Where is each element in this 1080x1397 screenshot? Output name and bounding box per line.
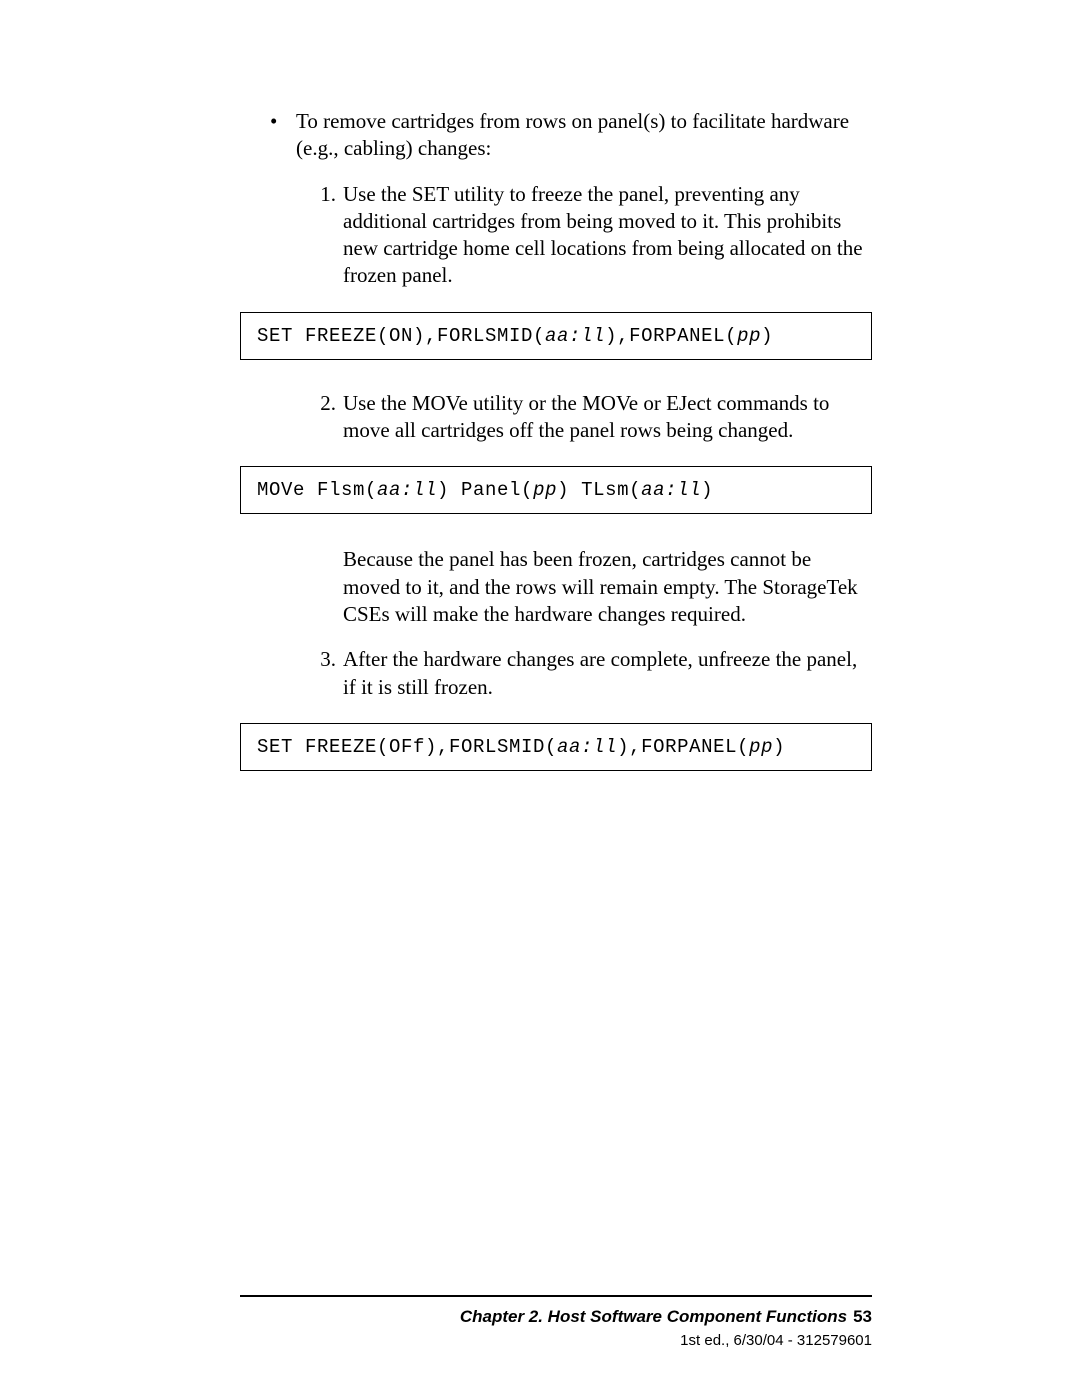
bullet-item: • To remove cartridges from rows on pane… [270,108,872,163]
step-2: 2. Use the MOVe utility or the MOVe or E… [310,390,872,445]
code-text: ) Panel( [437,479,533,501]
code-param: aa:ll [545,325,605,347]
step-number: 3. [310,646,343,673]
code-text: ) TLsm( [557,479,641,501]
step-number: 2. [310,390,343,417]
step-text: After the hardware changes are complete,… [343,646,872,701]
code-text: MOVe Flsm( [257,479,377,501]
code-text: ),FORPANEL( [617,736,749,758]
step-3: 3. After the hardware changes are comple… [310,646,872,701]
paragraph: Because the panel has been frozen, cartr… [343,546,872,628]
code-text: ) [701,479,713,501]
footer-rule [240,1295,872,1297]
code-text: SET FREEZE(ON),FORLSMID( [257,325,545,347]
step-number: 1. [310,181,343,208]
code-param: pp [749,736,773,758]
step-text: Use the MOVe utility or the MOVe or EJec… [343,390,872,445]
code-text: SET FREEZE(OFf),FORLSMID( [257,736,557,758]
code-box-2: MOVe Flsm(aa:ll) Panel(pp) TLsm(aa:ll) [240,466,872,514]
step-text: Use the SET utility to freeze the panel,… [343,181,872,290]
bullet-text: To remove cartridges from rows on panel(… [296,108,872,163]
footer-chapter-line: Chapter 2. Host Software Component Funct… [460,1307,872,1327]
page: • To remove cartridges from rows on pane… [0,0,1080,1397]
code-param: aa:ll [377,479,437,501]
code-param: aa:ll [557,736,617,758]
bullet-dot-icon: • [270,108,296,135]
code-param: aa:ll [641,479,701,501]
footer-page-number: 53 [853,1307,872,1326]
code-param: pp [737,325,761,347]
code-text: ) [773,736,785,758]
code-param: pp [533,479,557,501]
code-text: ) [761,325,773,347]
code-box-1: SET FREEZE(ON),FORLSMID(aa:ll),FORPANEL(… [240,312,872,360]
footer-chapter: Chapter 2. Host Software Component Funct… [460,1307,847,1326]
step-1: 1. Use the SET utility to freeze the pan… [310,181,872,290]
footer-edition-line: 1st ed., 6/30/04 - 312579601 [680,1332,872,1349]
code-text: ),FORPANEL( [605,325,737,347]
code-box-3: SET FREEZE(OFf),FORLSMID(aa:ll),FORPANEL… [240,723,872,771]
